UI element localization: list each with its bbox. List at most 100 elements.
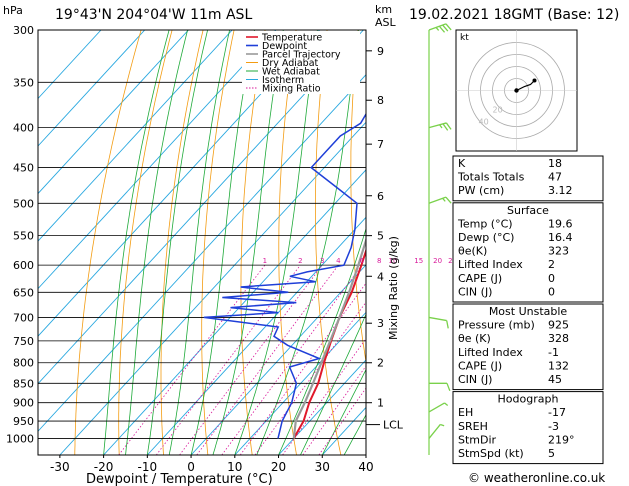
table-title: Hodograph [498,393,559,406]
wet-adiabat-line [146,30,208,455]
pressure-tick-label: 400 [13,122,34,135]
wind-barb-flag [445,196,452,204]
table-title: Surface [507,204,549,217]
pressure-tick-label: 600 [13,259,34,272]
wet-adiabat-lines [103,30,366,455]
legend-label: Mixing Ratio [262,84,321,95]
wet-adiabat-line [256,30,359,455]
table-row-label: Pressure (mb) [458,319,535,332]
km-tick-label: 7 [377,138,384,151]
mixing-ratio-labels: 12346810152025 [263,257,457,265]
legend-label: Dewpoint [262,41,307,52]
table-row-label: K [458,157,466,170]
table-row-value: 0 [548,285,555,298]
mixing-ratio-line [196,264,339,455]
km-tick-label: 5 [377,230,384,243]
mixing-ratio-label: 8 [377,257,381,265]
mixing-ratio-label: 1 [263,257,267,265]
temperature-tick-label: 40 [358,460,373,474]
table-row-value: 328 [548,332,569,345]
table-box [452,202,604,303]
dewpoint-line [203,112,366,439]
pressure-tick-label: 500 [13,197,34,210]
wind-barb-flag [446,320,449,329]
table-row-label: CAPE (J) [458,359,502,372]
table-row-value: 47 [548,171,562,184]
mixing-ratio-line [155,264,301,455]
table-row-label: SREH [458,420,488,433]
table-row-value: 5 [548,447,555,460]
wind-barb-flag [445,23,452,31]
km-tick-label: 8 [377,94,384,107]
wind-barb [428,316,447,322]
dry-adiabat-line [240,30,266,455]
mixing-ratio-line [318,387,366,455]
wet-adiabat-line [321,368,366,455]
dry-adiabat-line [74,30,142,455]
wet-adiabat-line [103,30,170,455]
dry-adiabat-line [278,30,297,455]
hodograph-origin-dot [514,88,519,93]
dry-adiabat-lines [74,30,629,455]
isotherm-line [38,74,366,432]
dry-adiabat-line [118,30,173,455]
mixing-ratio-line [282,337,366,455]
isotherm-line [38,30,320,337]
wind-barb-flag [435,27,440,31]
isotherm-line [103,169,366,455]
table-row-value: 132 [548,359,569,372]
hodograph-kt-label: kt [460,33,469,43]
table-row-label: θe(K) [458,245,487,258]
table-row-label: CIN (J) [458,373,492,386]
wind-barb-flag [439,124,443,129]
table-row-label: StmSpd (kt) [458,447,524,460]
dry-adiabat-line [606,30,629,455]
table-box [452,391,604,465]
wet-adiabat-line [125,30,188,455]
legend-label: Isotherm [262,75,304,86]
pressure-tick-label: 450 [13,162,34,175]
km-tick-label: 4 [377,270,384,283]
table-row-label: CAPE (J) [458,272,502,285]
km-label: km [375,3,392,16]
wind-barb-flag [442,123,449,131]
table-row-value: -1 [548,346,559,359]
mixing-ratio-line [221,264,363,455]
location-title: 19°43'N 204°04'W 11m ASL [55,7,252,23]
wind-barb-flag [442,24,449,32]
isotherm-line [147,216,366,455]
legend-label: Parcel Trajectory [262,50,341,61]
pressure-tick-label: 950 [13,415,34,428]
temperature-axis: -30 -20 -10 0 10 20 30 40 [50,455,374,474]
datetime-title: 19.02.2021 18GMT (Base: 12) [409,7,619,23]
wind-barb-flag [442,197,446,202]
x-axis-title: Dewpoint / Temperature (°C) [86,472,273,486]
mixing-ratio-line [239,282,366,455]
mixing-ratio-label: 6 [360,257,365,265]
isotherm-line [234,311,366,455]
table-row-label: Lifted Index [458,258,523,271]
pressure-tick-label: 350 [13,76,34,89]
wind-barb [428,424,441,439]
asl-label: ASL [375,16,397,29]
hodograph-ring-label: 40 [479,118,489,127]
dry-adiabat-line [201,30,235,455]
temperature-tick-label: -30 [50,460,70,474]
mixing-ratio-label: 3 [320,257,324,265]
km-tick-label: 9 [377,45,384,58]
pressure-tick-label: 850 [13,377,34,390]
table-row-value: 45 [548,373,562,386]
table-row-label: Dewp (°C) [458,231,514,244]
table-row-label: Temp (°C) [457,217,513,230]
wet-adiabat-line [190,30,255,455]
table-row-value: 219° [548,433,575,446]
copyright-footer: © weatheronline.co.uk [468,471,605,485]
profile-lines [203,112,366,439]
pressure-tick-label: 750 [13,335,34,348]
temperature-tick-label: 20 [271,460,286,474]
isotherm-line [190,264,366,455]
temperature-tick-label: 0 [187,460,195,474]
isotherm-line [38,30,146,147]
km-tick-label: 3 [377,317,384,330]
